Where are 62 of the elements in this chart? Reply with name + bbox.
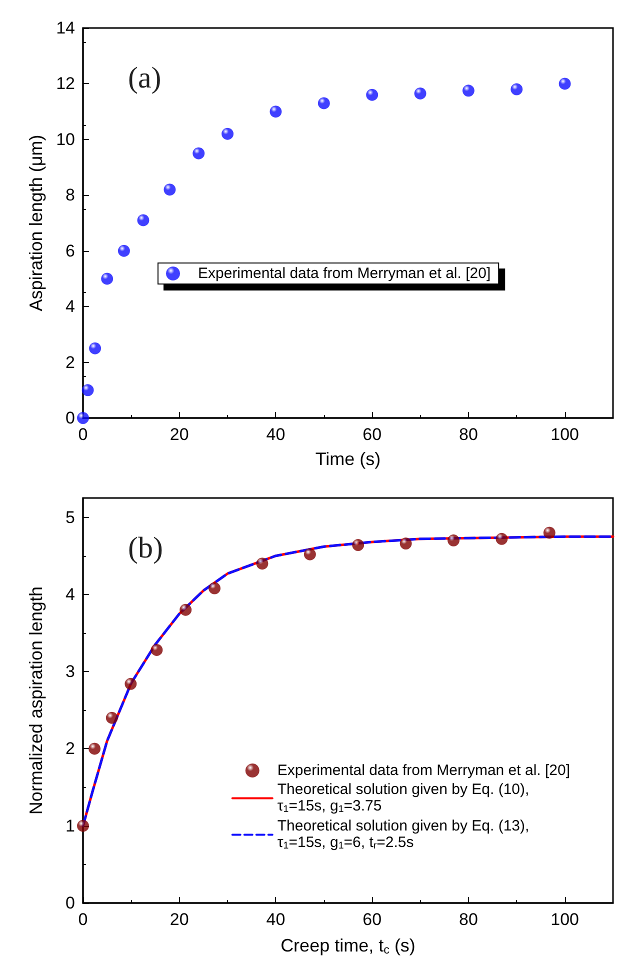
- point: [400, 538, 412, 550]
- point: [192, 147, 205, 160]
- point: [558, 78, 571, 90]
- y-axis-title: Aspiration length (μm): [26, 134, 46, 312]
- x-tick-label: 20: [170, 425, 189, 444]
- y-tick-label: 2: [66, 739, 75, 758]
- x-tick-label: 60: [362, 425, 382, 444]
- y-tick-label: 4: [66, 584, 75, 604]
- x-axis-title: Time (s): [315, 449, 381, 469]
- x-tick-label: 0: [78, 425, 88, 444]
- point: [101, 272, 114, 285]
- point: [256, 558, 268, 570]
- point: [137, 214, 150, 226]
- point: [414, 87, 426, 100]
- y-tick-label: 12: [56, 74, 75, 94]
- point: [77, 820, 89, 832]
- point: [270, 106, 282, 118]
- point: [366, 88, 378, 101]
- point: [82, 384, 94, 396]
- point: [89, 342, 102, 354]
- x-tick-label: 0: [78, 910, 88, 929]
- annotation: (b): [128, 532, 163, 564]
- y-tick-label: 14: [56, 18, 75, 38]
- y-tick-label: 3: [66, 662, 75, 682]
- y-tick-label: 0: [66, 894, 75, 912]
- y-tick-label: 4: [66, 297, 75, 316]
- x-tick-label: 100: [550, 425, 580, 444]
- point: [164, 184, 176, 196]
- y-tick-label: 8: [66, 186, 75, 205]
- x-tick-label: 80: [458, 910, 478, 929]
- point: [180, 604, 192, 616]
- legend-label: Experimental data from Merryman et al. [20]: [277, 762, 570, 779]
- y-axis-title: Normalized aspiration length: [26, 586, 46, 815]
- y-tick-label: 1: [66, 816, 75, 836]
- point: [448, 534, 460, 546]
- point: [462, 84, 474, 97]
- y-tick-label: 2: [66, 352, 75, 372]
- point: [106, 712, 118, 724]
- x-tick-label: 60: [362, 910, 382, 929]
- x-tick-label: 100: [550, 910, 580, 929]
- y-tick-label: 0: [66, 408, 75, 428]
- y-tick-label: 10: [56, 130, 75, 149]
- x-tick-label: 20: [170, 910, 189, 929]
- x-tick-label: 40: [266, 910, 286, 929]
- point: [304, 548, 316, 560]
- annotation: (a): [128, 62, 162, 94]
- point: [222, 128, 234, 140]
- point: [208, 582, 221, 594]
- point: [150, 644, 163, 656]
- point: [543, 526, 556, 539]
- point: [496, 532, 508, 545]
- y-tick-label: 6: [66, 241, 75, 260]
- point: [318, 97, 330, 110]
- legend-label: Experimental data from Merryman et al. [20]: [198, 265, 491, 282]
- point: [124, 678, 137, 690]
- point: [510, 83, 523, 96]
- x-tick-label: 80: [458, 425, 478, 444]
- point: [118, 244, 130, 257]
- y-tick-label: 5: [66, 508, 75, 527]
- point: [352, 539, 364, 552]
- point: [88, 742, 101, 755]
- x-tick-label: 40: [266, 425, 286, 444]
